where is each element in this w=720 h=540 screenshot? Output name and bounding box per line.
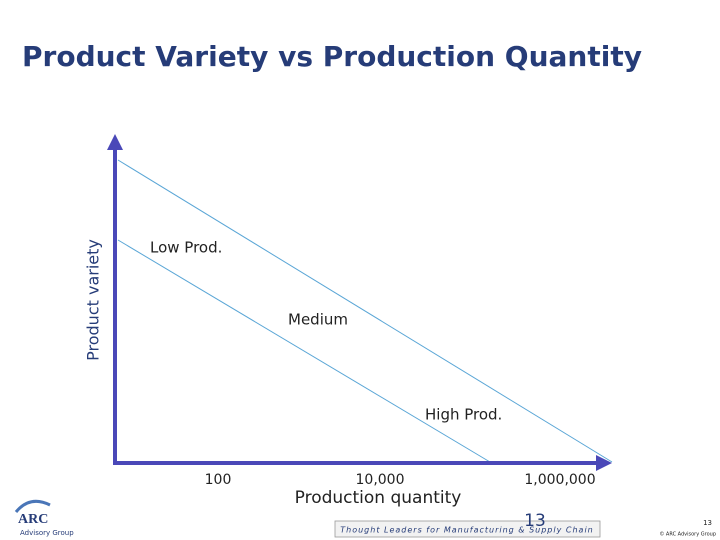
slide-number: 13 bbox=[524, 511, 546, 531]
region-label: Medium bbox=[288, 311, 348, 329]
corner-number: 13 bbox=[703, 519, 712, 527]
x-axis-label: Production quantity bbox=[295, 488, 462, 508]
x-tick-label: 1,000,000 bbox=[524, 472, 595, 488]
region-label: Low Prod. bbox=[150, 239, 222, 257]
slide-title: Product Variety vs Production Quantity bbox=[22, 40, 642, 73]
logo: ARC bbox=[18, 512, 48, 527]
banner: Thought Leaders for Manufacturing & Supp… bbox=[340, 526, 593, 535]
copyright: © ARC Advisory Group bbox=[659, 531, 716, 538]
x-tick-label: 100 bbox=[205, 472, 232, 488]
logo-sub: Advisory Group bbox=[20, 529, 74, 537]
boundary-line bbox=[117, 239, 491, 463]
logo-arc bbox=[14, 499, 51, 513]
region-label: High Prod. bbox=[425, 406, 502, 424]
x-tick-label: 10,000 bbox=[356, 472, 405, 488]
boundary-line bbox=[117, 159, 613, 463]
banner-box bbox=[334, 520, 601, 538]
y-axis-label: Product variety bbox=[84, 239, 103, 361]
